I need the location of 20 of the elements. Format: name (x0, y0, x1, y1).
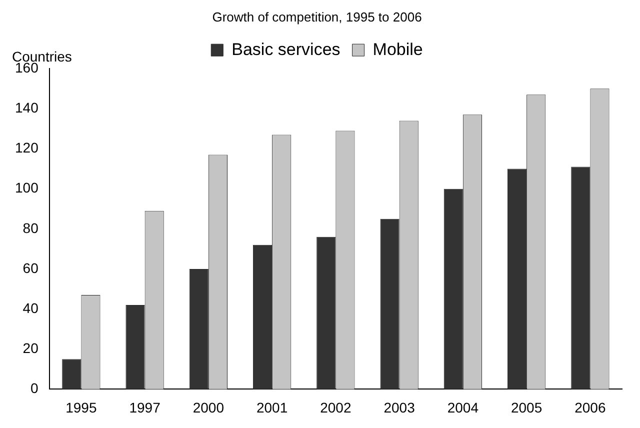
y-tick-label: 60 (22, 260, 39, 276)
y-tick-label: 40 (22, 300, 39, 316)
x-tick-label: 1997 (129, 399, 161, 416)
x-tick-label: 2000 (192, 399, 224, 416)
chart-title: Growth of competition, 1995 to 2006 (212, 9, 422, 24)
x-tick-label: 2003 (384, 399, 416, 416)
y-tick-label: 80 (22, 220, 39, 236)
legend-label: Mobile (372, 40, 423, 59)
x-tick-label: 2004 (447, 399, 479, 416)
y-tick-label: 100 (15, 180, 39, 196)
x-tick-label: 2002 (320, 399, 352, 416)
y-tick-label: 20 (22, 340, 39, 356)
x-tick-label: 2006 (574, 399, 606, 416)
x-tick-label: 2001 (256, 399, 288, 416)
legend-label: Basic services (232, 40, 340, 59)
y-tick-label: 140 (15, 100, 39, 116)
x-tick-label: 2005 (510, 399, 542, 416)
y-tick-label: 120 (15, 140, 39, 156)
y-tick-label: 0 (30, 380, 39, 396)
x-tick-label: 1995 (66, 399, 97, 416)
